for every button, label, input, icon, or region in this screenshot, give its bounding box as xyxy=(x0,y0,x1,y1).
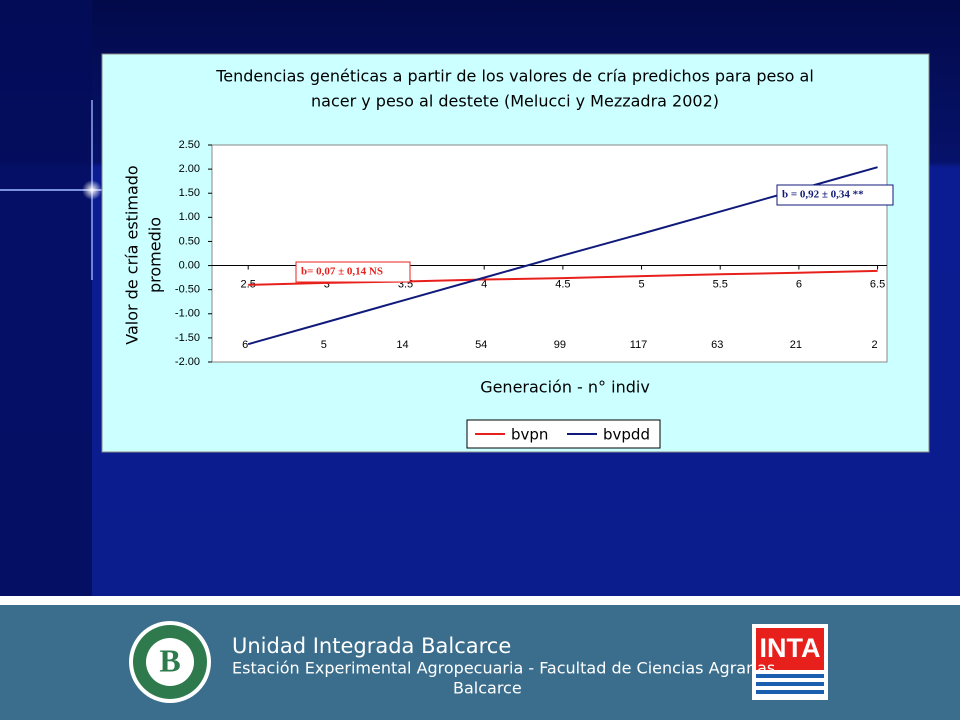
footer-title: Unidad Integrada Balcarce xyxy=(232,634,511,658)
annotation: b = 0,92 ± 0,34 ** xyxy=(782,189,864,201)
y-tick-label: 1.00 xyxy=(179,211,200,223)
y-axis-label: promedio xyxy=(146,217,165,293)
y-tick-label: -1.00 xyxy=(175,308,200,320)
y-tick-label: 2.00 xyxy=(179,163,200,175)
y-tick-label: 2.50 xyxy=(179,139,200,151)
x-tick-label: 6.5 xyxy=(870,278,885,290)
footer-place: Balcarce xyxy=(453,679,522,698)
footer-subtitle: Estación Experimental Agropecuaria - Fac… xyxy=(232,659,775,678)
x-tick-label: 4.5 xyxy=(555,278,570,290)
y-tick-label: -0.50 xyxy=(175,284,200,296)
x-tick-label: 3 xyxy=(324,278,330,290)
series-line xyxy=(247,166,878,346)
count-label: 21 xyxy=(790,339,802,351)
plot-area xyxy=(211,144,888,363)
y-tick-label: 1.50 xyxy=(179,187,200,199)
footer-rule xyxy=(0,596,960,604)
chart-title: nacer y peso al destete (Melucci y Mezza… xyxy=(311,92,719,111)
count-label: 117 xyxy=(630,339,648,351)
count-label: 6 xyxy=(242,339,248,351)
logo-left: B xyxy=(129,621,211,703)
y-axis-label: Valor de cría estimado xyxy=(123,165,142,344)
annotation: b= 0,07 ± 0,14 NS xyxy=(301,266,383,278)
chart-title: Tendencias genéticas a partir de los val… xyxy=(215,67,814,86)
count-label: 99 xyxy=(554,339,566,351)
x-tick-label: 5.5 xyxy=(713,278,728,290)
left-band xyxy=(0,0,92,600)
logo-text: INTA xyxy=(760,633,821,663)
count-label: 14 xyxy=(396,339,408,351)
annotation-box xyxy=(295,261,411,283)
legend-label: bvpdd xyxy=(603,426,650,444)
logo-letter: B xyxy=(159,642,180,678)
y-tick-label: -2.00 xyxy=(175,356,200,368)
annotation-box xyxy=(776,184,894,206)
count-label: 54 xyxy=(475,339,487,351)
flare xyxy=(0,100,190,280)
x-tick-label: 5 xyxy=(638,278,644,290)
count-label: 2 xyxy=(871,339,877,351)
y-tick-label: 0.50 xyxy=(179,235,200,247)
x-axis-label: Generación - n° indiv xyxy=(480,378,650,397)
count-label: 63 xyxy=(711,339,723,351)
y-tick-label: 0.00 xyxy=(179,259,200,271)
count-label: 5 xyxy=(321,339,327,351)
logo-right: INTA xyxy=(752,624,828,700)
x-tick-label: 4 xyxy=(481,278,487,290)
legend-label: bvpn xyxy=(511,426,548,444)
y-tick-label: -1.50 xyxy=(175,332,200,344)
x-tick-label: 6 xyxy=(796,278,802,290)
